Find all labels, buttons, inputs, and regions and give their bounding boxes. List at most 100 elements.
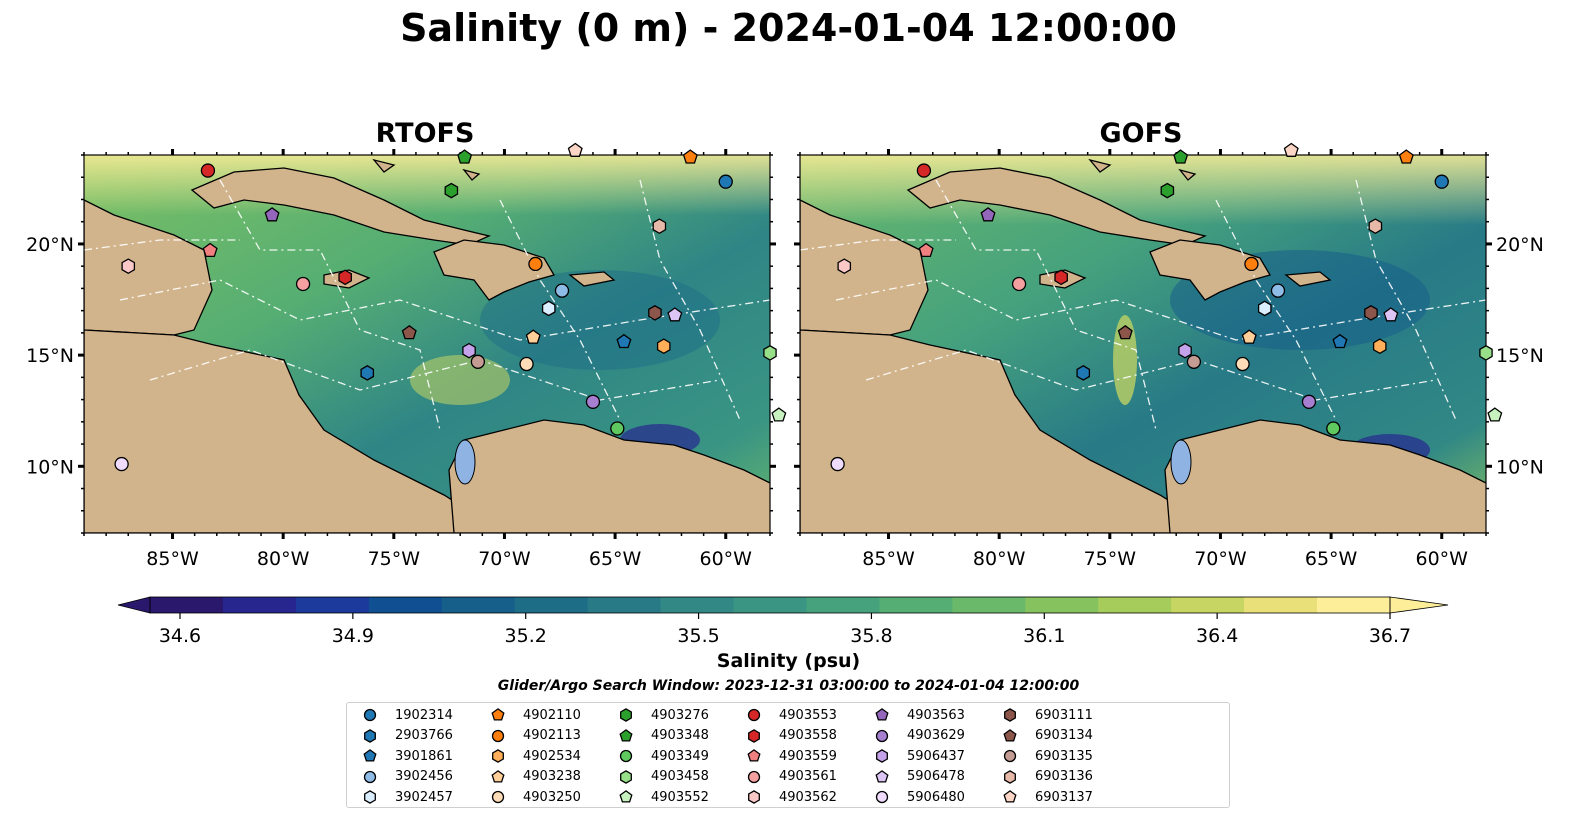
high-salinity-filament-gofs [1113,315,1137,405]
colorbar-block [295,597,370,613]
float-marker-4902113 [1244,256,1259,272]
float-marker-6903136 [1368,218,1383,235]
lon-tick-label: 60°W [1416,548,1469,570]
legend-label: 4903561 [779,769,837,785]
float-marker-3901861 [1332,333,1348,349]
legend-marker-shape [363,749,377,762]
legend-label: 3902456 [395,769,453,785]
legend-label: 3902457 [395,789,453,805]
legend-label: 2903766 [395,728,453,744]
float-marker-3901861 [616,333,632,349]
legend-marker-hexagon-icon [620,769,632,784]
legend-label: 4903562 [779,789,837,805]
legend-marker-shape [620,708,632,722]
legend-entry-4903552: 4903552 [615,787,709,807]
legend-marker-pentagon-icon [1003,790,1017,803]
legend-marker-shape [619,750,633,763]
legend-entry-5906478: 5906478 [871,767,965,787]
legend-marker-hexagon-icon [876,749,888,764]
legend-marker-circle-icon [363,770,377,783]
colorbar-block [879,597,953,613]
search-window-text: Glider/Argo Search Window: 2023-12-31 03… [497,678,1080,694]
legend-label: 6903111 [1035,707,1093,723]
legend-entry-1902314: 1902314 [359,705,453,725]
legend-label: 4903348 [651,728,709,744]
high-salinity-band-gofs [800,155,1486,225]
main-title: Salinity (0 m) - 2024-01-04 12:00:00 [400,6,1177,50]
legend-marker-hexagon-icon [620,708,632,722]
legend-marker-shape [364,728,376,743]
float-marker-4903458 [763,345,777,361]
legend-marker-shape [1003,728,1017,742]
lon-tick-label: 70°W [1194,548,1247,570]
legend-marker-shape [491,708,505,721]
legend-marker-pentagon-icon [491,708,505,721]
colorbar [117,596,1449,614]
colorbar-block [1025,597,1099,613]
float-marker-6903111 [648,305,662,321]
colorbar-tick-label: 36.7 [1369,625,1411,647]
float-marker-4903562 [837,258,852,275]
float-marker-4902534 [1372,338,1387,355]
legend-marker-hexagon-icon [748,728,760,743]
legend-marker-hexagon-icon [364,728,376,743]
lat-tick-label-left: 10°N [26,456,74,478]
legend-label: 4902534 [523,748,581,764]
float-marker-4903276 [444,182,459,199]
lake-maracaibo-rtofs [454,439,476,485]
legend-entry-4903562: 4903562 [743,787,837,807]
legend-entry-4903629: 4903629 [871,726,965,746]
legend-label: 4902113 [523,728,581,744]
legend-entry-6903137: 6903137 [999,787,1093,807]
colorbar-ticks: 34.6 34.9 35.2 35.5 35.8 36.1 36.4 36.7 [159,613,1411,647]
colorbar-tick-label: 35.5 [677,625,719,647]
legend-marker-circle-icon [363,708,377,722]
lon-tick-label: 85°W [862,548,915,570]
colorbar-block [368,597,443,613]
float-marker-4902534 [656,338,671,355]
legend-label: 6903137 [1035,789,1093,805]
legend-entry-3901861: 3901861 [359,746,453,766]
legend-marker-hexagon-icon [492,749,504,764]
lat-tick-label-right: 15°N [1496,345,1544,367]
legend-marker-shape [747,708,761,722]
map-panel-gofs [800,155,1486,533]
float-marker-4903238 [1241,329,1257,344]
colorbar-block [514,597,589,613]
float-marker-4903563 [264,207,280,222]
float-marker-6903134 [401,324,417,340]
legend-marker-circle-icon [1003,750,1017,763]
colorbar-tick-label: 36.4 [1196,625,1238,647]
float-markers-rtofs [114,142,787,472]
legend-marker-shape [875,791,889,804]
legend-marker-shape [747,749,761,762]
float-marker-3902456 [1270,283,1286,298]
legend-entry-4903553: 4903553 [743,705,837,725]
float-marker-4902110 [1398,149,1414,164]
float-marker-6903135 [1186,354,1202,369]
legend-marker-circle-icon [875,791,889,804]
legend-entry-5906480: 5906480 [871,787,965,807]
legend-marker-shape [1003,790,1017,803]
legend-label: 4903563 [907,707,965,723]
float-marker-6903137 [567,142,583,157]
legend-entry-4903276: 4903276 [615,705,709,725]
colorbar-block [660,597,735,613]
colorbar-blocks [117,596,1449,614]
lon-tick-label: 65°W [589,548,642,570]
legend-label: 4903250 [523,789,581,805]
legend-marker-pentagon-icon [619,728,633,742]
lon-tick-label: 75°W [368,548,421,570]
float-marker-4903238 [525,329,541,344]
legend-marker-shape [1003,750,1017,763]
legend-marker-hexagon-icon [748,790,760,805]
colorbar-tick-label: 34.9 [332,625,374,647]
legend-marker-circle-icon [747,708,761,722]
legend-marker-shape [619,790,633,803]
colorbar-block [1244,597,1318,613]
legend-marker-pentagon-icon [875,708,889,721]
legend-label: 4903559 [779,748,837,764]
legend-label: 4902110 [523,707,581,723]
legend-marker-shape [619,728,633,742]
legend-marker-circle-icon [491,791,505,804]
